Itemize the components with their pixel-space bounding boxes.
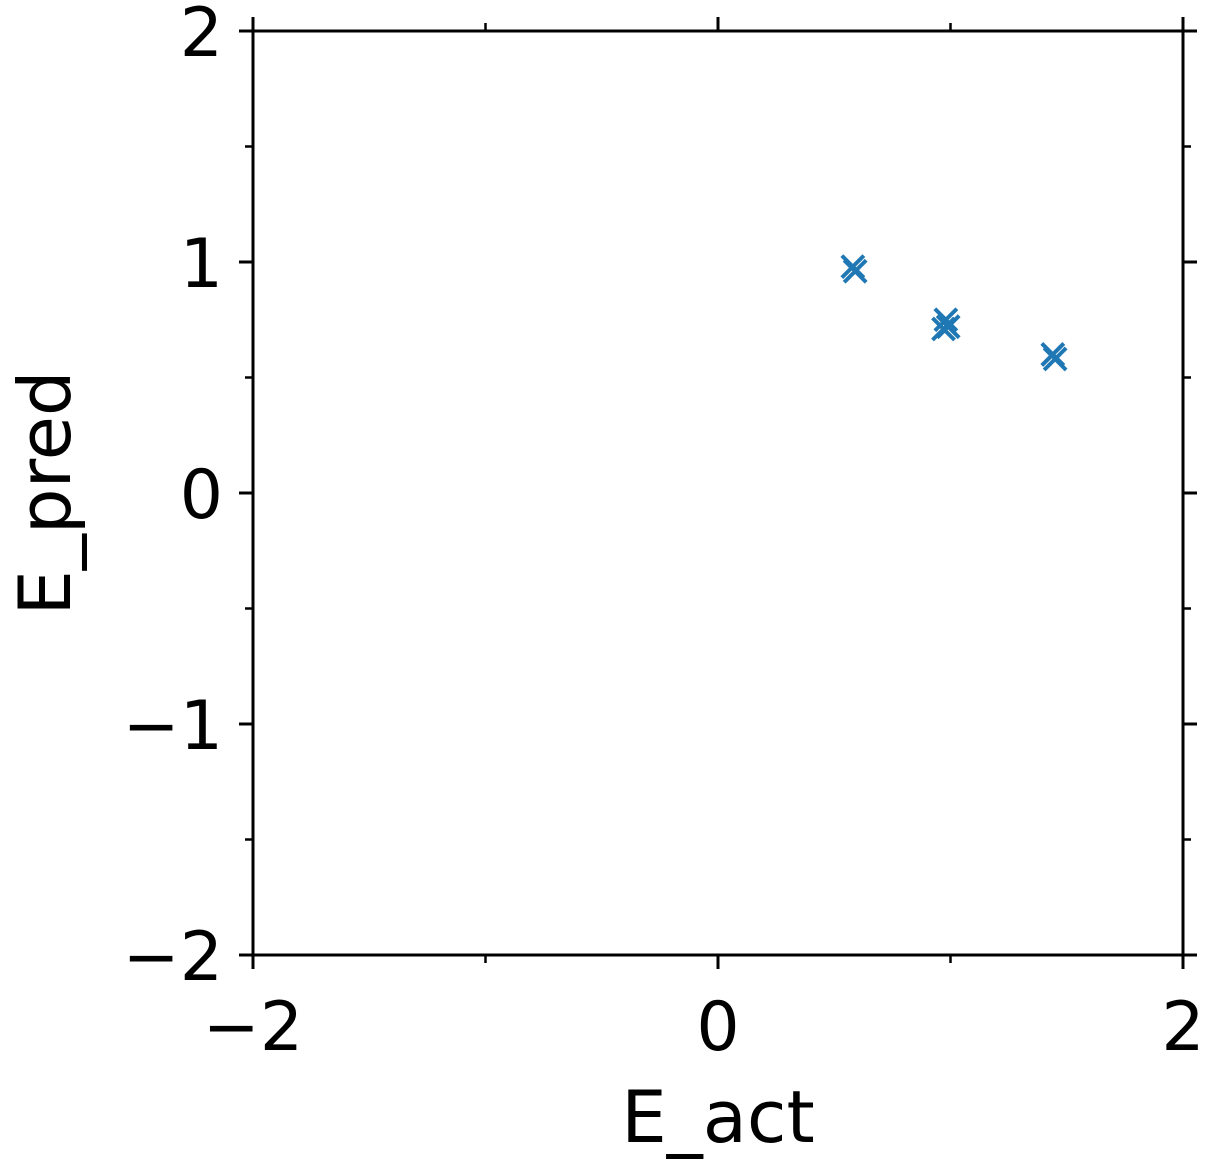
data-points — [840, 254, 1068, 372]
data-point — [842, 258, 868, 284]
data-point — [933, 307, 959, 333]
data-point — [1042, 346, 1068, 372]
y-tick-label: 1 — [180, 225, 223, 304]
x-axis-label: E_act — [621, 1075, 814, 1159]
x-tick-label: 0 — [696, 988, 739, 1067]
x-marker-stroke — [933, 307, 959, 333]
y-axis-label: E_pred — [3, 370, 87, 615]
y-tick-label: −2 — [123, 918, 223, 997]
plot-area-frame — [251, 29, 1185, 957]
data-point — [931, 316, 956, 342]
y-tick-label: 0 — [180, 456, 223, 535]
tick-labels: −2 0 2 −2 −1 0 1 2 — [123, 0, 1205, 1067]
x-marker-stroke — [1042, 346, 1068, 372]
y-tick-label: 2 — [180, 0, 223, 73]
tick-marks — [239, 17, 1197, 969]
x-tick-label: −2 — [203, 988, 303, 1067]
x-marker-stroke — [842, 258, 868, 284]
y-tick-label: −1 — [123, 687, 223, 766]
x-marker-stroke — [931, 316, 956, 342]
x-tick-label: 2 — [1161, 988, 1204, 1067]
